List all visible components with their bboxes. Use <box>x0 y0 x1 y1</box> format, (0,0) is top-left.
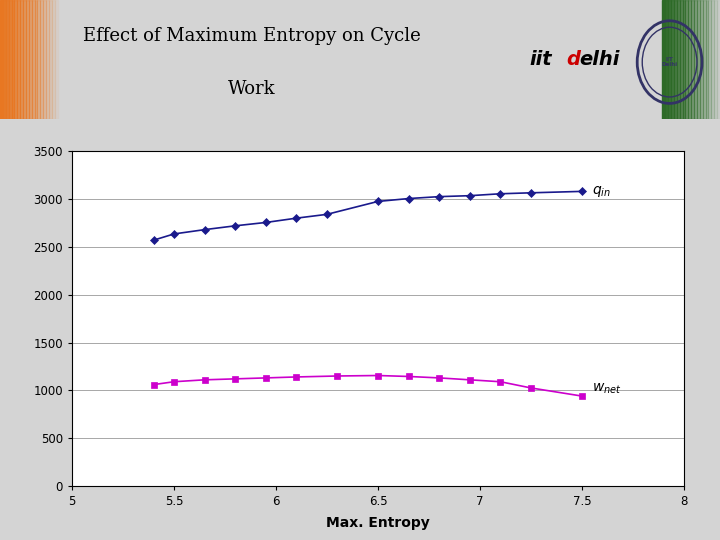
Bar <box>674 0 677 119</box>
Bar <box>26 0 29 119</box>
Bar <box>668 0 671 119</box>
Bar <box>703 0 706 119</box>
Text: $w_{net}$: $w_{net}$ <box>593 381 622 396</box>
Bar <box>711 0 714 119</box>
Bar <box>0 0 3 119</box>
Bar <box>14 0 17 119</box>
Bar <box>6 0 9 119</box>
Bar <box>9 0 12 119</box>
Bar <box>671 0 674 119</box>
Text: elhi: elhi <box>579 50 619 69</box>
Bar <box>29 0 32 119</box>
Bar <box>694 0 697 119</box>
X-axis label: Max. Entropy: Max. Entropy <box>326 516 430 530</box>
Text: d: d <box>566 50 580 69</box>
Text: iit: iit <box>529 50 552 69</box>
Bar <box>43 0 46 119</box>
Bar <box>20 0 23 119</box>
Bar <box>52 0 55 119</box>
Bar <box>708 0 711 119</box>
Bar <box>683 0 685 119</box>
Bar <box>12 0 14 119</box>
Bar <box>23 0 26 119</box>
Bar <box>46 0 49 119</box>
Bar <box>3 0 6 119</box>
Bar <box>688 0 691 119</box>
Text: Work: Work <box>228 80 276 98</box>
Bar <box>697 0 700 119</box>
Bar <box>32 0 35 119</box>
Text: IIT
Delhi: IIT Delhi <box>662 57 678 68</box>
Bar <box>700 0 703 119</box>
Bar <box>662 0 665 119</box>
Bar <box>35 0 37 119</box>
Bar <box>677 0 680 119</box>
Bar <box>714 0 717 119</box>
Bar <box>40 0 43 119</box>
Bar <box>55 0 58 119</box>
Text: $q_{in}$: $q_{in}$ <box>593 184 611 199</box>
Bar <box>717 0 720 119</box>
Bar <box>685 0 688 119</box>
Bar <box>665 0 668 119</box>
Bar <box>37 0 40 119</box>
Bar <box>17 0 20 119</box>
Bar <box>691 0 694 119</box>
Bar <box>706 0 708 119</box>
Bar <box>49 0 52 119</box>
Text: Effect of Maximum Entropy on Cycle: Effect of Maximum Entropy on Cycle <box>83 26 421 45</box>
Bar <box>680 0 683 119</box>
